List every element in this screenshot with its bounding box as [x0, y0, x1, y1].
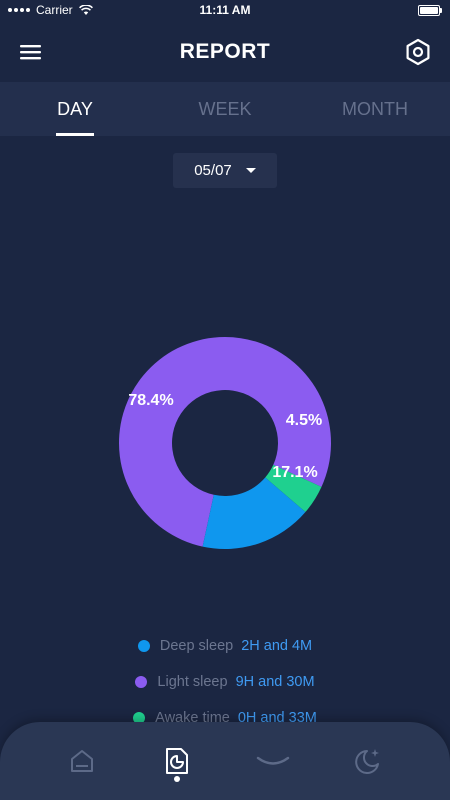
- legend-dot: [137, 640, 150, 652]
- settings-button[interactable]: [404, 38, 432, 66]
- legend-value: 9H and 30M: [235, 674, 315, 690]
- nav-sleep[interactable]: [248, 736, 298, 786]
- legend-item-light-sleep: Light sleep 9H and 30M: [0, 664, 450, 700]
- sleep-wave-icon: [256, 756, 290, 765]
- legend-item-deep-sleep: Deep sleep 2H and 4M: [0, 628, 450, 664]
- moon-star-icon: [355, 749, 379, 774]
- date-dropdown[interactable]: 05/07: [173, 153, 277, 188]
- donut-slice-light-sleep: [118, 337, 331, 547]
- tab-month[interactable]: MONTH: [342, 98, 408, 119]
- status-bar: Carrier 11:11 AM: [0, 0, 450, 22]
- signal-icon: [8, 8, 30, 12]
- header: REPORT: [0, 22, 450, 82]
- carrier-label: Carrier: [36, 3, 73, 17]
- menu-button[interactable]: [18, 40, 44, 64]
- active-nav-indicator: [174, 776, 180, 782]
- battery-icon: [418, 5, 442, 16]
- legend-dot: [133, 712, 146, 724]
- status-left: Carrier: [8, 3, 93, 17]
- hamburger-menu-icon: [20, 45, 41, 60]
- hexagon-settings-icon: [406, 38, 430, 66]
- period-tabs: DAY WEEK MONTH: [0, 82, 450, 136]
- caret-down-icon: [245, 168, 256, 173]
- tab-day[interactable]: DAY: [0, 82, 150, 136]
- bottom-navigation: [0, 722, 450, 800]
- legend-value: 2H and 4M: [241, 638, 313, 654]
- page-title: REPORT: [179, 40, 271, 63]
- status-time: 11:11 AM: [199, 3, 251, 17]
- report-icon: [166, 748, 188, 774]
- legend-name: Light sleep: [157, 674, 228, 690]
- nav-home[interactable]: [57, 736, 107, 786]
- donut-slice-deep-sleep: [202, 477, 306, 549]
- home-icon: [71, 750, 93, 772]
- nav-report[interactable]: [152, 736, 202, 786]
- sleep-donut-chart: 78.4% 4.5% 17.1%: [118, 337, 331, 549]
- slice-label-light-sleep: 78.4%: [128, 392, 173, 409]
- slice-label-deep-sleep: 17.1%: [272, 464, 317, 481]
- donut-slice-awake-time: [265, 464, 322, 513]
- date-value: 05/07: [194, 162, 232, 179]
- chart-legend: Deep sleep 2H and 4M Light sleep 9H and …: [0, 628, 450, 736]
- tab-week[interactable]: WEEK: [198, 98, 252, 119]
- wifi-icon: [78, 4, 93, 15]
- legend-dot: [135, 676, 148, 688]
- nav-night[interactable]: [343, 736, 393, 786]
- slice-label-awake-time: 4.5%: [286, 412, 322, 429]
- legend-name: Deep sleep: [159, 638, 234, 654]
